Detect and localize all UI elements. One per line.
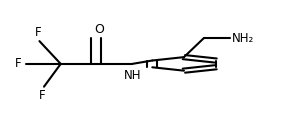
Text: NH₂: NH₂ <box>232 32 254 45</box>
Text: NH: NH <box>123 69 141 82</box>
Text: O: O <box>95 23 104 36</box>
Text: F: F <box>14 57 21 70</box>
Text: F: F <box>35 26 41 38</box>
Text: F: F <box>39 89 46 102</box>
